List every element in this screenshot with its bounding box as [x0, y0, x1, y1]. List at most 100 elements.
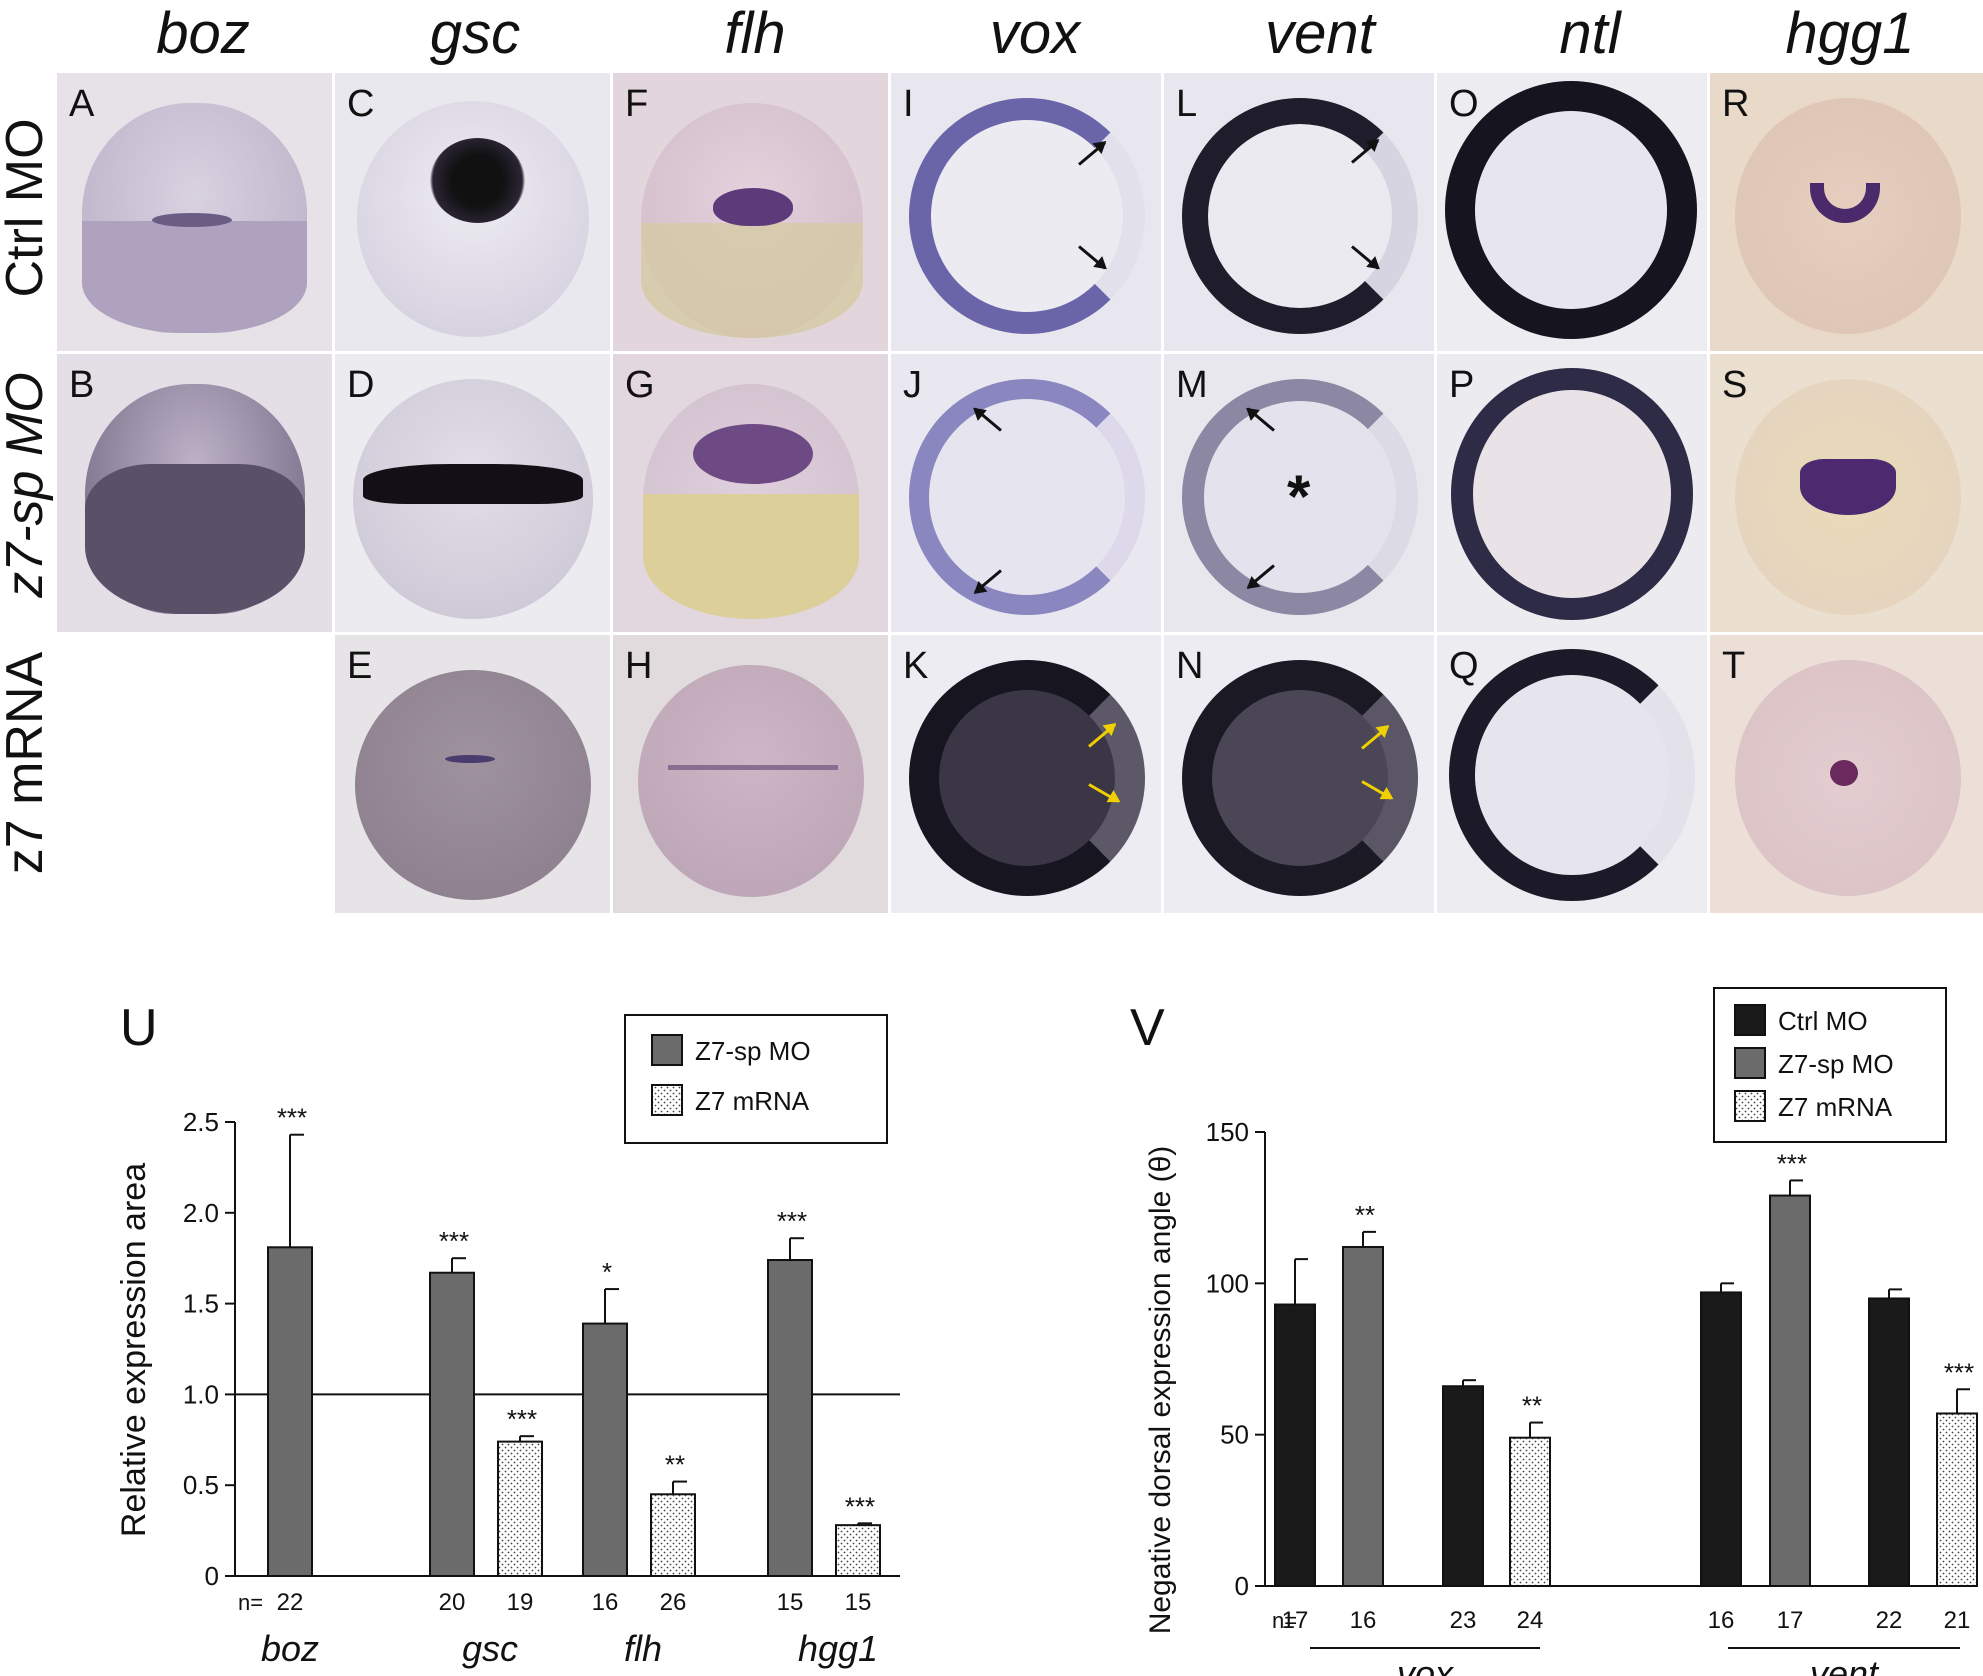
panel-label: R [1722, 83, 1750, 125]
stain-ring [909, 98, 1145, 334]
y-tick-label: 0 [205, 1561, 219, 1591]
bar-vent-3 [1936, 1412, 1978, 1588]
stain-ring [1182, 98, 1418, 334]
stain-domain [363, 464, 583, 504]
panel-a: A [57, 73, 332, 351]
bar-boz-sp-mo [267, 1246, 313, 1577]
n-label: 23 [1450, 1607, 1477, 1634]
panel-label: O [1449, 83, 1479, 125]
n-label: 21 [1944, 1607, 1971, 1634]
panel-label: C [347, 83, 375, 125]
embryo [355, 670, 591, 900]
n-label: 16 [1708, 1607, 1735, 1634]
column-header-gsc: gsc [429, 1, 521, 66]
stain-domain [445, 755, 495, 763]
y-tick-label: 1.0 [183, 1379, 219, 1409]
panel-label: S [1722, 364, 1748, 406]
panel-o: O [1437, 73, 1707, 351]
significance-label: *** [777, 1206, 807, 1236]
stain-ring [909, 660, 1145, 896]
panel-e: E [335, 635, 610, 913]
column-header-vent: vent [1265, 1, 1375, 66]
panel-label: T [1722, 645, 1746, 687]
legend: Z7-sp MO Z7 mRNA [624, 1014, 888, 1144]
n-label: 16 [592, 1589, 619, 1616]
column-header-boz: boz [156, 1, 250, 66]
panel-s: S [1710, 354, 1983, 632]
panel-label: Q [1449, 645, 1479, 687]
panel-f: F [613, 73, 888, 351]
row-label-z7-sp-mo: z7-sp MO [0, 372, 54, 598]
panel-l: L [1164, 73, 1434, 351]
panel-label: E [347, 645, 373, 687]
axes: 0 50 100 150 n= [1206, 1117, 1975, 1633]
stain-domain [1830, 760, 1858, 786]
n-prefix: n= [238, 1590, 263, 1615]
y-tick-label: 100 [1206, 1268, 1249, 1298]
bar-hgg1-mrna [835, 1524, 881, 1577]
n-label: 24 [1517, 1607, 1544, 1634]
significance-label: *** [507, 1404, 537, 1434]
panel-m: M * [1164, 354, 1434, 632]
stain-ring [1445, 81, 1697, 339]
legend-label: Z7-sp MO [695, 1036, 811, 1066]
legend-swatch [651, 1034, 683, 1066]
yolk [641, 223, 863, 338]
stain-ring [909, 379, 1145, 615]
y-tick-label: 2.5 [183, 1107, 219, 1137]
chart-u: U Relative expression area 0 0.5 1.0 1.5 2.0… [115, 999, 900, 1669]
y-axis-label: Relative expression area [115, 1163, 153, 1537]
column-header-flh: flh [724, 1, 786, 66]
category-label: gsc [462, 1628, 518, 1669]
n-label: 26 [660, 1589, 687, 1616]
y-tick-label: 50 [1220, 1420, 1249, 1450]
panel-label: A [69, 83, 95, 125]
panel-label: D [347, 364, 375, 406]
legend-swatch [1734, 1090, 1766, 1122]
significance-label: * [602, 1257, 612, 1287]
n-label: 20 [439, 1589, 466, 1616]
panel-label: B [69, 364, 95, 406]
category-label: vox [1397, 1653, 1455, 1676]
panel-t: T [1710, 635, 1983, 913]
significance-label: *** [439, 1226, 469, 1256]
legend-label: Z7 mRNA [695, 1086, 810, 1116]
category-label: hgg1 [798, 1628, 878, 1669]
panel-label: I [903, 83, 914, 125]
bars: 17 ** 16 23 ** 24 vox 16 *** 17 22 *** 21 vent [1274, 1148, 1978, 1676]
panel-label: L [1176, 83, 1198, 125]
panel-q: Q [1437, 635, 1707, 913]
panel-label: M [1176, 364, 1208, 406]
legend-label: Ctrl MO [1778, 1006, 1868, 1036]
n-label: 17 [1777, 1607, 1804, 1634]
stain-ring [1182, 379, 1418, 615]
panel-label: H [625, 645, 653, 687]
panel-k: K [891, 635, 1161, 913]
bar-vent-0 [1700, 1291, 1742, 1587]
stain-ring [1182, 660, 1418, 896]
stain-domain [85, 464, 305, 614]
stain-ring [1451, 368, 1693, 620]
column-header-vox: vox [989, 1, 1081, 66]
category-label: vent [1810, 1653, 1880, 1676]
significance-label: *** [1944, 1357, 1974, 1387]
bar-vox-2 [1442, 1385, 1484, 1587]
bar-vent-2 [1868, 1297, 1910, 1587]
bar-vent-1 [1769, 1194, 1811, 1587]
legend-swatch [651, 1084, 683, 1116]
panel-d: D [335, 354, 610, 632]
bars: *** 22 boz *** 20 *** 19 gsc * 16 ** 26 flh *** 15 *** 1… [261, 1103, 881, 1669]
significance-label: ** [1522, 1391, 1542, 1421]
row-label-z7-mrna: z7 mRNA [0, 651, 54, 875]
n-label: 22 [1876, 1607, 1903, 1634]
significance-label: *** [277, 1103, 307, 1133]
category-label: flh [624, 1628, 662, 1669]
panel-c: C [335, 73, 610, 351]
bar-flh-mrna [650, 1493, 696, 1578]
yolk [82, 221, 307, 333]
panel-label: N [1176, 645, 1204, 687]
yolk [643, 494, 859, 619]
significance-label: *** [845, 1491, 875, 1521]
n-label: 15 [777, 1589, 804, 1616]
